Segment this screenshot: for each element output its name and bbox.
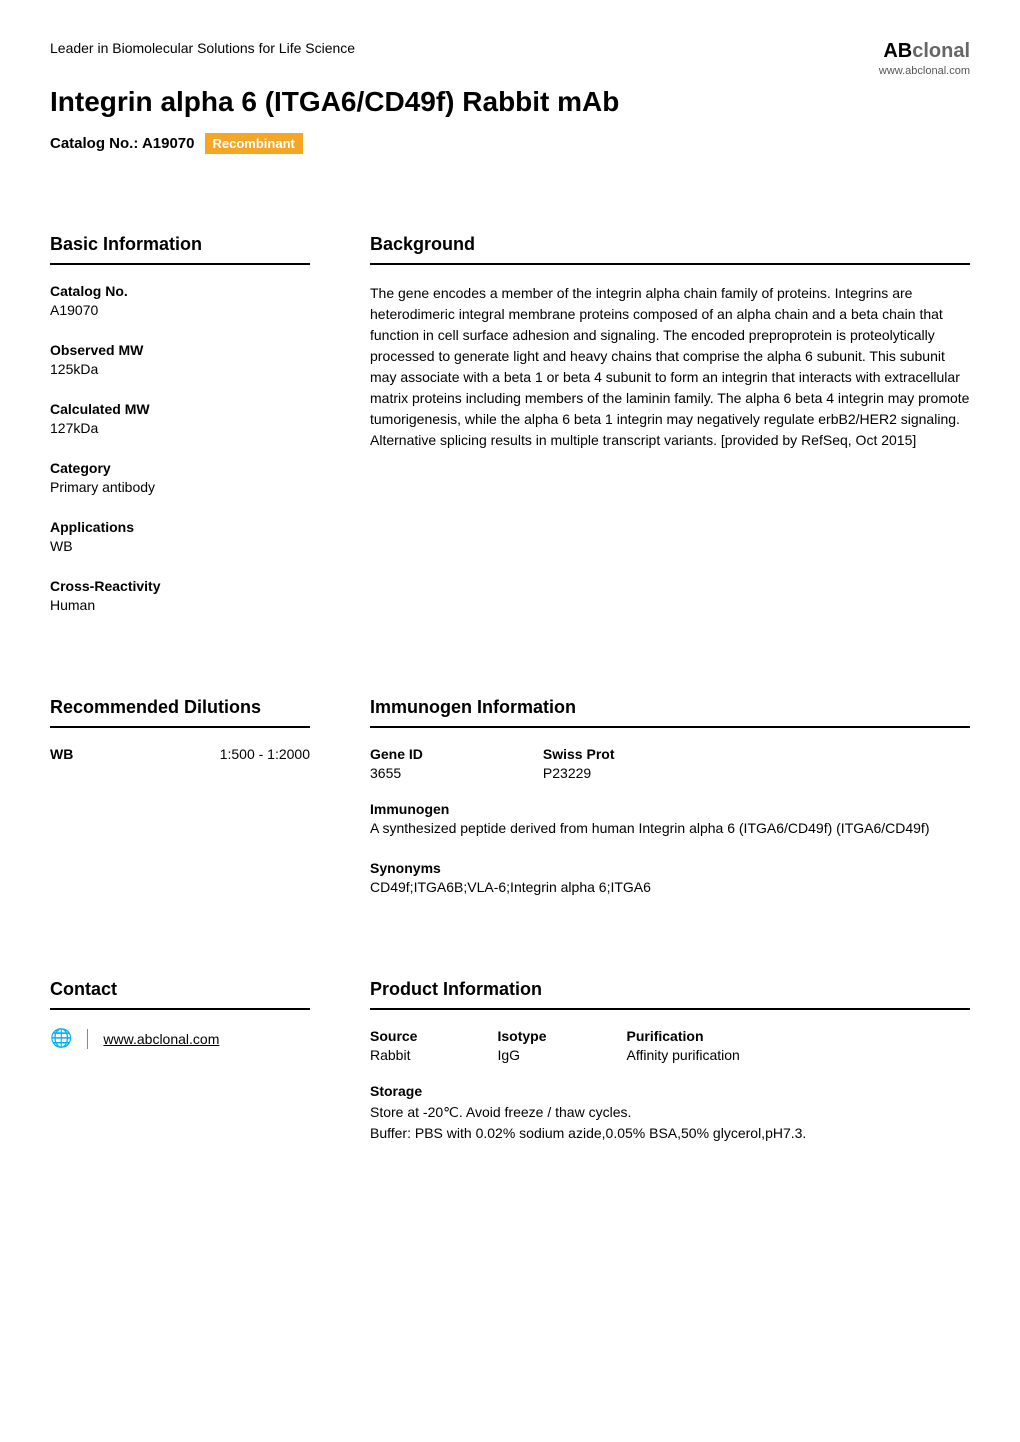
basic-background-row: Basic Information Catalog No. A19070 Obs… [50,234,970,637]
background-text: The gene encodes a member of the integri… [370,283,970,451]
source-value: Rabbit [370,1047,417,1063]
catalog-no-field: Catalog No. A19070 [50,283,310,318]
background-section: Background The gene encodes a member of … [370,234,970,637]
cross-reactivity-value: Human [50,597,310,613]
contact-section: Contact 🌐 www.abclonal.com [50,979,310,1168]
immunogen-heading: Immunogen Information [370,697,970,728]
storage-field: Storage Store at -20℃. Avoid freeze / th… [370,1083,970,1144]
contact-row: 🌐 www.abclonal.com [50,1028,310,1049]
cross-reactivity-label: Cross-Reactivity [50,578,310,594]
isotype-field: Isotype IgG [497,1028,546,1063]
calculated-mw-label: Calculated MW [50,401,310,417]
purification-value: Affinity purification [626,1047,739,1063]
divider-vertical [87,1029,88,1049]
category-field: Category Primary antibody [50,460,310,495]
contact-product-row: Contact 🌐 www.abclonal.com Product Infor… [50,979,970,1168]
observed-mw-value: 125kDa [50,361,310,377]
product-grid: Source Rabbit Isotype IgG Purification A… [370,1028,970,1063]
page-header: Leader in Biomolecular Solutions for Lif… [50,40,970,154]
dilutions-immunogen-row: Recommended Dilutions WB 1:500 - 1:2000 … [50,697,970,919]
logo-ab: AB [883,40,912,62]
observed-mw-label: Observed MW [50,342,310,358]
dilutions-heading: Recommended Dilutions [50,697,310,728]
basic-info-heading: Basic Information [50,234,310,265]
catalog-no-label: Catalog No. [50,283,310,299]
storage-label: Storage [370,1083,970,1099]
calculated-mw-field: Calculated MW 127kDa [50,401,310,436]
immunogen-grid: Gene ID 3655 Swiss Prot P23229 [370,746,970,781]
storage-line1: Store at -20℃. Avoid freeze / thaw cycle… [370,1102,970,1123]
header-left: Leader in Biomolecular Solutions for Lif… [50,40,879,154]
product-info-heading: Product Information [370,979,970,1010]
globe-icon: 🌐 [50,1028,72,1049]
dilutions-section: Recommended Dilutions WB 1:500 - 1:2000 [50,697,310,919]
isotype-label: Isotype [497,1028,546,1044]
dilution-row: WB 1:500 - 1:2000 [50,746,310,762]
immunogen-value: A synthesized peptide derived from human… [370,820,970,836]
recombinant-badge: Recombinant [205,133,303,154]
applications-field: Applications WB [50,519,310,554]
swiss-prot-value: P23229 [543,765,615,781]
calculated-mw-value: 127kDa [50,420,310,436]
immunogen-field: Immunogen A synthesized peptide derived … [370,801,970,836]
synonyms-label: Synonyms [370,860,970,876]
logo-text: ABclonal [879,40,970,63]
applications-label: Applications [50,519,310,535]
immunogen-section: Immunogen Information Gene ID 3655 Swiss… [370,697,970,919]
catalog-line: Catalog No.: A19070 Recombinant [50,133,879,154]
gene-id-label: Gene ID [370,746,423,762]
basic-info-section: Basic Information Catalog No. A19070 Obs… [50,234,310,637]
cross-reactivity-field: Cross-Reactivity Human [50,578,310,613]
catalog-no-value: A19070 [50,302,310,318]
swiss-prot-field: Swiss Prot P23229 [543,746,615,781]
product-info-section: Product Information Source Rabbit Isotyp… [370,979,970,1168]
logo-clonal: clonal [912,40,970,62]
purification-field: Purification Affinity purification [626,1028,739,1063]
category-value: Primary antibody [50,479,310,495]
gene-id-field: Gene ID 3655 [370,746,423,781]
immunogen-label: Immunogen [370,801,970,817]
brand-logo: ABclonal www.abclonal.com [879,40,970,77]
contact-heading: Contact [50,979,310,1010]
source-label: Source [370,1028,417,1044]
swiss-prot-label: Swiss Prot [543,746,615,762]
tagline: Leader in Biomolecular Solutions for Lif… [50,40,879,56]
catalog-number-label: Catalog No.: A19070 [50,135,195,152]
contact-link[interactable]: www.abclonal.com [103,1031,219,1047]
observed-mw-field: Observed MW 125kDa [50,342,310,377]
gene-id-value: 3655 [370,765,423,781]
synonyms-field: Synonyms CD49f;ITGA6B;VLA-6;Integrin alp… [370,860,970,895]
logo-url: www.abclonal.com [879,65,970,77]
background-heading: Background [370,234,970,265]
page-title: Integrin alpha 6 (ITGA6/CD49f) Rabbit mA… [50,86,879,118]
category-label: Category [50,460,310,476]
isotype-value: IgG [497,1047,546,1063]
applications-value: WB [50,538,310,554]
dilution-range: 1:500 - 1:2000 [220,746,310,762]
storage-line2: Buffer: PBS with 0.02% sodium azide,0.05… [370,1123,970,1144]
source-field: Source Rabbit [370,1028,417,1063]
dilution-app: WB [50,746,73,762]
purification-label: Purification [626,1028,739,1044]
synonyms-value: CD49f;ITGA6B;VLA-6;Integrin alpha 6;ITGA… [370,879,970,895]
